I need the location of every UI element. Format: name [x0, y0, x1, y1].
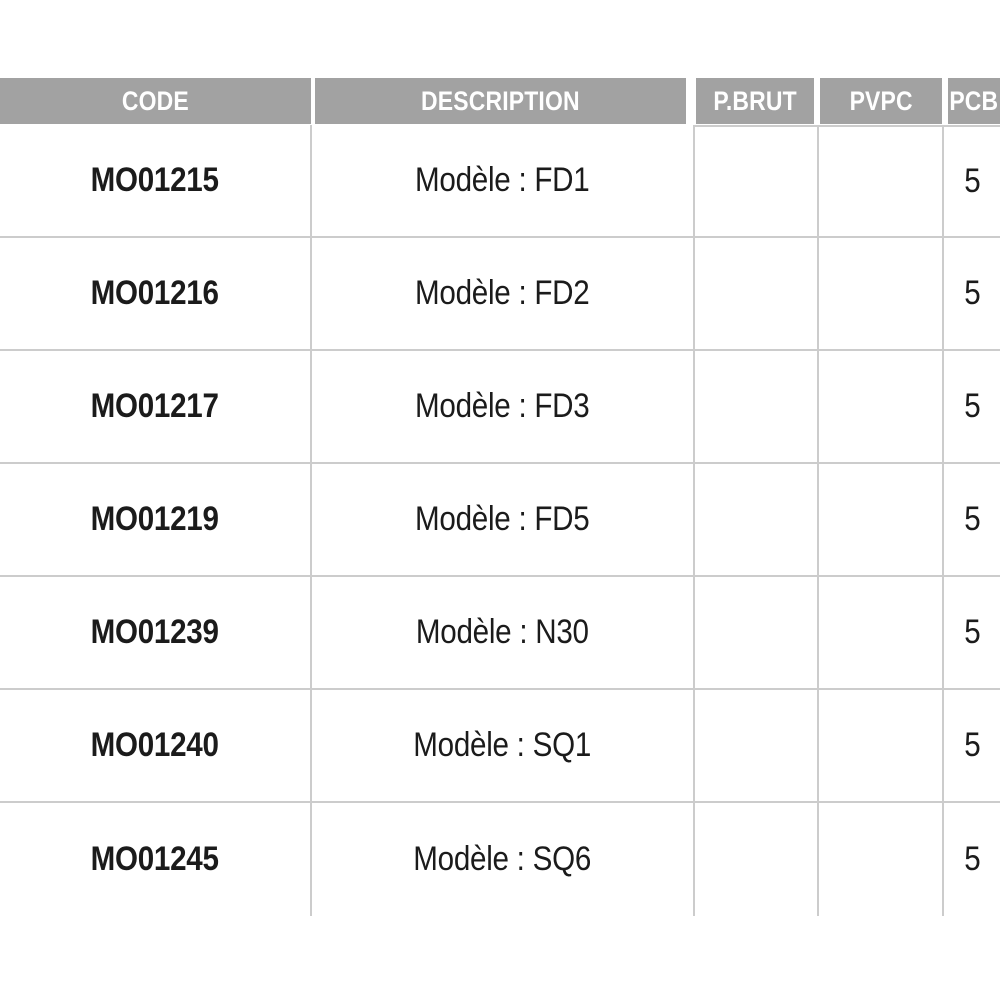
- column-header-pcb: PCB: [948, 78, 1000, 124]
- table-row: MO01217 Modèle : FD3 5: [0, 351, 1000, 464]
- cell-pcb: 5: [944, 803, 1000, 916]
- product-description: Modèle : FD2: [415, 274, 590, 312]
- cell-pcb: 5: [944, 351, 1000, 462]
- cell-pvpc: [819, 803, 944, 916]
- cell-pvpc: [819, 351, 944, 462]
- product-description: Modèle : FD3: [415, 387, 590, 425]
- product-pcb: 5: [963, 613, 981, 651]
- product-code: MO01217: [90, 387, 220, 425]
- cell-pvpc: [819, 464, 944, 575]
- cell-description: Modèle : FD5: [312, 464, 695, 575]
- table-row: MO01240 Modèle : SQ1 5: [0, 690, 1000, 803]
- product-description: Modèle : SQ1: [413, 726, 592, 764]
- cell-pbrut: [695, 690, 819, 801]
- cell-code: MO01239: [0, 577, 312, 688]
- table-row: MO01245 Modèle : SQ6 5: [0, 803, 1000, 916]
- product-pcb: 5: [963, 726, 981, 764]
- cell-pbrut: [695, 577, 819, 688]
- cell-description: Modèle : SQ1: [312, 690, 695, 801]
- cell-pbrut: [695, 351, 819, 462]
- product-pcb: 5: [963, 500, 981, 538]
- table-row: MO01216 Modèle : FD2 5: [0, 238, 1000, 351]
- table-row: MO01239 Modèle : N30 5: [0, 577, 1000, 690]
- column-header-code: CODE: [0, 78, 311, 124]
- cell-pbrut: [695, 125, 819, 236]
- column-header-description: DESCRIPTION: [315, 78, 686, 124]
- column-header-code-label: CODE: [122, 85, 189, 116]
- cell-description: Modèle : FD2: [312, 238, 695, 349]
- product-code: MO01240: [90, 726, 220, 764]
- cell-code: MO01216: [0, 238, 312, 349]
- column-header-description-label: DESCRIPTION: [421, 85, 580, 116]
- product-pcb: 5: [963, 162, 981, 200]
- cell-pcb: 5: [944, 464, 1000, 575]
- cell-pbrut: [695, 803, 819, 916]
- table-header-row: CODE DESCRIPTION P.BRUT PVPC PCB: [0, 78, 1000, 124]
- cell-pvpc: [819, 690, 944, 801]
- product-description: Modèle : N30: [416, 613, 589, 651]
- product-code: MO01216: [90, 274, 220, 312]
- cell-pbrut: [695, 464, 819, 575]
- product-code: MO01239: [90, 613, 220, 651]
- product-description: Modèle : SQ6: [413, 840, 592, 878]
- cell-code: MO01240: [0, 690, 312, 801]
- cell-pbrut: [695, 238, 819, 349]
- cell-description: Modèle : N30: [312, 577, 695, 688]
- column-header-pcb-label: PCB: [949, 85, 999, 116]
- cell-pcb: 5: [944, 238, 1000, 349]
- product-code: MO01245: [90, 840, 220, 878]
- cell-pvpc: [819, 238, 944, 349]
- column-header-pbrut-label: P.BRUT: [713, 85, 797, 116]
- cell-code: MO01219: [0, 464, 312, 575]
- product-code: MO01215: [90, 161, 220, 199]
- column-header-pvpc: PVPC: [820, 78, 942, 124]
- column-header-pvpc-label: PVPC: [849, 85, 913, 116]
- cell-description: Modèle : FD3: [312, 351, 695, 462]
- cell-code: MO01217: [0, 351, 312, 462]
- cell-pcb: 5: [944, 125, 1000, 236]
- cell-description: Modèle : FD1: [312, 125, 695, 236]
- product-pcb: 5: [963, 840, 981, 878]
- table-body: MO01215 Modèle : FD1 5 MO01216 Modèle : …: [0, 125, 1000, 916]
- product-description: Modèle : FD5: [415, 500, 590, 538]
- product-description: Modèle : FD1: [415, 161, 590, 199]
- cell-code: MO01215: [0, 125, 312, 236]
- product-pcb: 5: [963, 387, 981, 425]
- column-header-pbrut: P.BRUT: [696, 78, 814, 124]
- cell-pvpc: [819, 577, 944, 688]
- cell-pcb: 5: [944, 577, 1000, 688]
- cell-pcb: 5: [944, 690, 1000, 801]
- table-row: MO01219 Modèle : FD5 5: [0, 464, 1000, 577]
- product-table: CODE DESCRIPTION P.BRUT PVPC PCB MO01215…: [0, 78, 1000, 916]
- cell-pvpc: [819, 125, 944, 236]
- table-row: MO01215 Modèle : FD1 5: [0, 125, 1000, 238]
- product-pcb: 5: [963, 274, 981, 312]
- product-code: MO01219: [90, 500, 220, 538]
- cell-code: MO01245: [0, 803, 312, 916]
- cell-description: Modèle : SQ6: [312, 803, 695, 916]
